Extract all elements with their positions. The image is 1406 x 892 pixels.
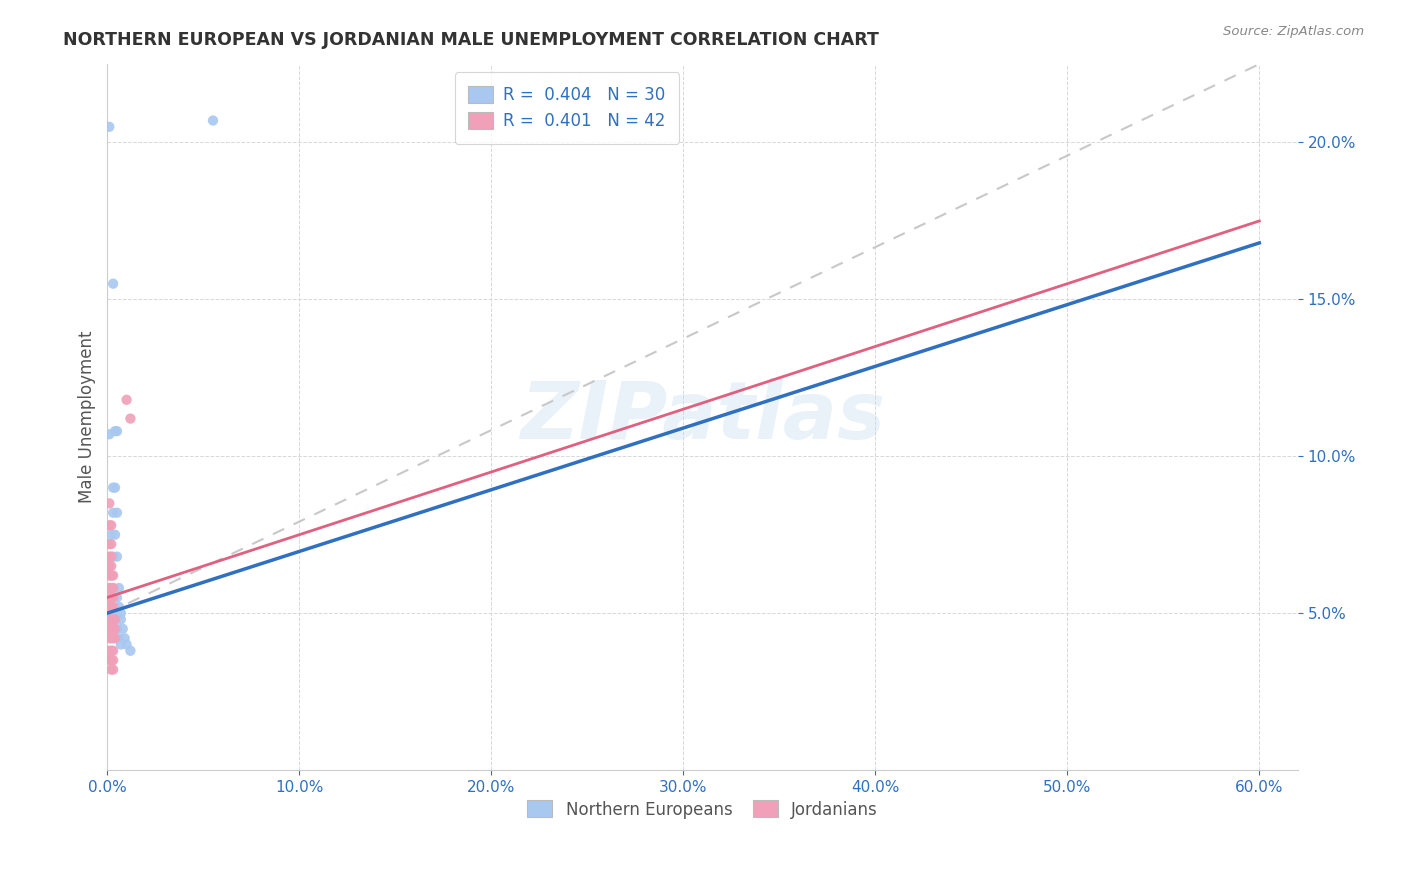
Point	[104, 612, 127, 626]
Point	[115, 392, 138, 407]
Point	[98, 518, 121, 533]
Text: ZIPatlas: ZIPatlas	[520, 378, 884, 456]
Point	[101, 506, 124, 520]
Point	[104, 612, 127, 626]
Point	[201, 113, 224, 128]
Point	[98, 644, 121, 658]
Point	[105, 549, 128, 564]
Point	[98, 537, 121, 551]
Point	[115, 638, 138, 652]
Point	[104, 481, 127, 495]
Point	[101, 663, 124, 677]
Y-axis label: Male Unemployment: Male Unemployment	[79, 331, 96, 503]
Point	[100, 591, 122, 605]
Point	[108, 581, 131, 595]
Point	[110, 612, 132, 626]
Point	[104, 424, 127, 438]
Point	[100, 644, 122, 658]
Point	[100, 599, 122, 614]
Point	[98, 612, 121, 626]
Point	[101, 644, 124, 658]
Point	[98, 599, 121, 614]
Text: NORTHERN EUROPEAN VS JORDANIAN MALE UNEMPLOYMENT CORRELATION CHART: NORTHERN EUROPEAN VS JORDANIAN MALE UNEM…	[63, 31, 879, 49]
Point	[108, 599, 131, 614]
Point	[98, 581, 121, 595]
Text: Source: ZipAtlas.com: Source: ZipAtlas.com	[1223, 25, 1364, 38]
Point	[110, 638, 132, 652]
Point	[101, 277, 124, 291]
Point	[101, 622, 124, 636]
Point	[101, 631, 124, 645]
Point	[100, 549, 122, 564]
Point	[100, 663, 122, 677]
Point	[101, 549, 124, 564]
Point	[100, 518, 122, 533]
Point	[114, 631, 136, 645]
Point	[101, 581, 124, 595]
Point	[101, 612, 124, 626]
Point	[105, 622, 128, 636]
Point	[101, 581, 124, 595]
Point	[111, 622, 134, 636]
Point	[98, 622, 121, 636]
Point	[104, 631, 127, 645]
Point	[98, 559, 121, 574]
Point	[105, 506, 128, 520]
Point	[101, 481, 124, 495]
Point	[110, 606, 132, 620]
Point	[100, 527, 122, 541]
Point	[98, 120, 121, 134]
Point	[100, 622, 122, 636]
Point	[98, 427, 121, 442]
Point	[100, 612, 122, 626]
Point	[100, 631, 122, 645]
Point	[98, 549, 121, 564]
Point	[98, 568, 121, 582]
Legend: Northern Europeans, Jordanians: Northern Europeans, Jordanians	[520, 794, 884, 825]
Point	[104, 622, 127, 636]
Point	[98, 631, 121, 645]
Point	[105, 591, 128, 605]
Point	[108, 631, 131, 645]
Point	[101, 653, 124, 667]
Point	[105, 424, 128, 438]
Point	[101, 606, 124, 620]
Point	[100, 599, 122, 614]
Point	[100, 568, 122, 582]
Point	[101, 599, 124, 614]
Point	[120, 644, 142, 658]
Point	[100, 568, 122, 582]
Point	[100, 537, 122, 551]
Point	[120, 411, 142, 425]
Point	[100, 653, 122, 667]
Point	[98, 653, 121, 667]
Point	[100, 581, 122, 595]
Point	[101, 591, 124, 605]
Point	[98, 591, 121, 605]
Point	[100, 559, 122, 574]
Point	[98, 496, 121, 510]
Point	[101, 568, 124, 582]
Point	[104, 527, 127, 541]
